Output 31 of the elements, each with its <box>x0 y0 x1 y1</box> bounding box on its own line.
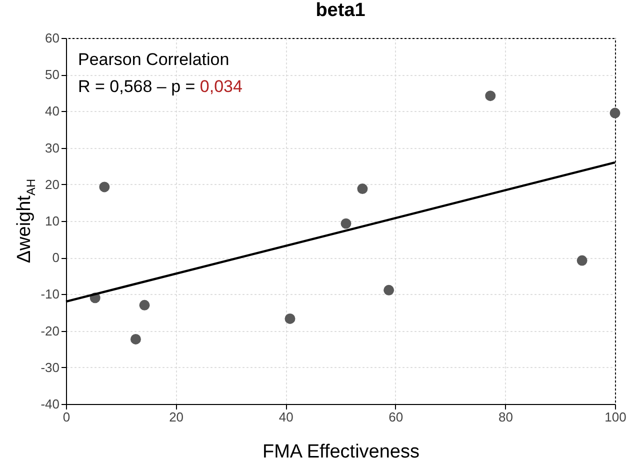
point <box>357 184 368 194</box>
y-tick-label: -30 <box>40 360 60 375</box>
point <box>340 218 352 229</box>
x-tick-label: 100 <box>604 410 626 424</box>
x-tick-label: 60 <box>388 410 404 424</box>
point <box>139 300 150 310</box>
y-tick-label: 50 <box>45 67 60 82</box>
x-tick-label: 0 <box>62 410 70 424</box>
y-tick-label: 40 <box>45 104 60 119</box>
point <box>576 255 588 266</box>
annotation: R = 0,568 – p = 0,034 <box>78 77 242 96</box>
x-axis-title: FMA Effectiveness <box>262 442 420 462</box>
y-tick-label: -10 <box>40 286 60 302</box>
x-tick-label: 40 <box>278 410 294 424</box>
annotation: Pearson Correlation <box>78 50 230 69</box>
y-tick-label: 10 <box>45 214 60 228</box>
y-tick-label: 30 <box>45 140 60 156</box>
point <box>284 313 296 324</box>
point <box>610 108 620 118</box>
y-tick-label: 0 <box>52 250 60 266</box>
point <box>130 334 141 344</box>
chart-title: beta1 <box>316 0 366 21</box>
x-tick-label: 20 <box>169 410 184 424</box>
x-tick-label: 80 <box>498 410 513 424</box>
point <box>99 182 110 192</box>
y-tick-label: 20 <box>45 176 60 192</box>
y-tick-label: 60 <box>45 30 60 46</box>
point <box>485 90 496 102</box>
point <box>384 284 394 296</box>
y-tick-label: -40 <box>40 396 60 412</box>
y-tick-label: -20 <box>40 323 60 338</box>
